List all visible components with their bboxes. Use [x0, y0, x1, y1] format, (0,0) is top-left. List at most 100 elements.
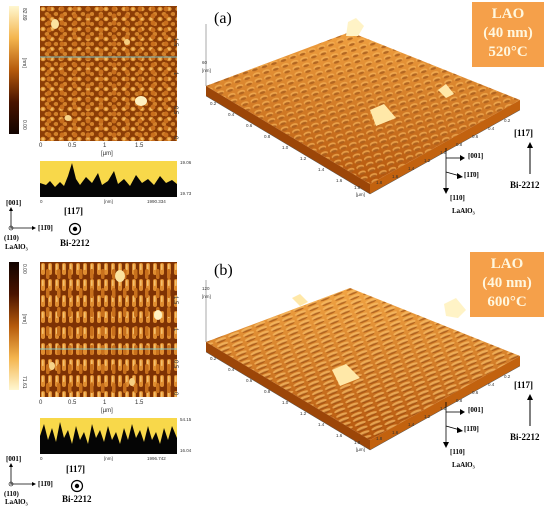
- badge-line-a-0: LAO: [491, 6, 525, 22]
- left-film-b: Bi-2212: [62, 494, 92, 504]
- y-tick-a-1: 1: [172, 72, 178, 76]
- x3d-tick-a-0: 0.2: [210, 101, 217, 106]
- x-tick-b-1: 0.5: [68, 400, 77, 406]
- left-film-a: Bi-2212: [60, 238, 90, 248]
- y3d-tick-a-5: 1.2: [424, 158, 431, 163]
- x3d-tick-b-1: 0.4: [228, 367, 235, 372]
- profile-x-left-a: 0: [40, 199, 43, 204]
- arrow-117-b-icon: [527, 394, 533, 426]
- colorbar-unit-b: [nm]: [21, 314, 27, 324]
- x-tick-a-1: 0.5: [68, 143, 77, 149]
- y3d-tick-a-7: 1.6: [392, 174, 399, 179]
- afm-3d-view-a: [205, 18, 521, 195]
- left-dot-117-b-icon: [70, 479, 84, 493]
- dir-117-a: [117]: [514, 128, 533, 138]
- sample-badge-b: LAO (40 nm) 600°C: [470, 252, 544, 317]
- substrate-axes-a-icon: [443, 148, 465, 194]
- colorbar-unit-a: [nm]: [21, 58, 27, 68]
- y-tick-a-2: 0.5: [172, 106, 178, 115]
- colorbar-top-label-a: 82.89: [21, 8, 27, 21]
- profile-x-mid-b: [nm]: [104, 456, 113, 461]
- left-dir-110-a: (110): [4, 234, 19, 242]
- afm-2d-image-b: [40, 262, 177, 397]
- left-substrate-b: LaAlO₃: [5, 498, 28, 506]
- colorbar-bottom-label-b: 71.61: [21, 376, 27, 389]
- y-tick-a-0: 1.5: [172, 38, 178, 47]
- x3d-tick-a-6: 1.4: [318, 167, 325, 172]
- x3d-tick-a-1: 0.4: [228, 112, 235, 117]
- y3d-tick-b-1: 0.4: [488, 382, 495, 387]
- left-dir-117-a: [117]: [64, 206, 83, 216]
- x3d-tick-a-8: 1.8: [354, 185, 361, 190]
- profile-right-bottom-a: 19.73: [180, 191, 192, 196]
- x-tick-b-3: 1.5: [135, 400, 144, 406]
- arrow-117-a-icon: [527, 142, 533, 174]
- left-dot-117-a-icon: [68, 222, 82, 236]
- sample-badge-a: LAO (40 nm) 520°C: [472, 2, 544, 67]
- z-val-b: 120: [202, 286, 210, 291]
- badge-line-b-0: LAO: [490, 256, 524, 272]
- x3d-tick-b-7: 1.6: [336, 433, 343, 438]
- badge-line-b-2: 600°C: [487, 294, 527, 310]
- y3d-tick-b-7: 1.6: [392, 430, 399, 435]
- profile-plot-a: [40, 161, 177, 197]
- y-tick-b-1: 1: [172, 328, 178, 332]
- y3d-tick-a-4: 1.0: [440, 150, 447, 155]
- x-tick-a-0: 0: [39, 143, 43, 149]
- profile-right-top-a: 19.06: [180, 160, 192, 165]
- y3d-tick-b-2: 0.6: [472, 390, 479, 395]
- x3d-tick-a-4: 1.0: [282, 145, 289, 150]
- y-tick-a-3: 0: [172, 136, 178, 140]
- y3d-tick-a-0: 0.2: [504, 118, 511, 123]
- substrate-b: LaAlO₃: [452, 461, 475, 469]
- dir-110-b: [110]: [450, 448, 465, 456]
- y-tick-b-2: 0.5: [172, 360, 178, 369]
- x3d-tick-b-8: 1.8: [354, 440, 361, 445]
- x-tick-b-0: 0: [39, 400, 43, 406]
- x3d-tick-b-3: 0.8: [264, 389, 271, 394]
- film-a: Bi-2212: [510, 180, 540, 190]
- substrate-a: LaAlO₃: [452, 207, 475, 215]
- badge-line-a-2: 520°C: [488, 44, 528, 60]
- colorbar-b: [9, 262, 19, 390]
- left-dir-001-b: [001]: [6, 455, 22, 463]
- dir-117-b: [117]: [514, 380, 533, 390]
- dir-1b10-a: [11̄0]: [464, 171, 479, 179]
- z-val-a: 60: [202, 60, 208, 65]
- y3d-tick-b-6: 1.4: [408, 422, 415, 427]
- left-dir-1b10-b: [11̄0]: [38, 480, 53, 488]
- y3d-tick-a-1: 0.4: [488, 126, 495, 131]
- colorbar-a: [9, 6, 19, 134]
- dir-1b10-b: [11̄0]: [464, 425, 479, 433]
- x3d-tick-b-4: 1.0: [282, 400, 289, 405]
- left-axes-b: [8, 463, 36, 487]
- colorbar-bottom-label-a: 0.00: [21, 120, 27, 130]
- colorbar-top-label-b: 0.00: [21, 264, 27, 274]
- y-tick-b-0: 1.5: [172, 296, 178, 305]
- x3d-tick-b-0: 0.2: [210, 356, 217, 361]
- badge-line-b-1: (40 nm): [482, 275, 532, 291]
- x3d-tick-a-7: 1.6: [336, 178, 343, 183]
- left-dir-001-a: [001]: [6, 199, 22, 207]
- x-tick-a-2: 1: [103, 143, 107, 149]
- unit3d-b: [µm]: [356, 447, 365, 452]
- left-dir-1b10-a: [11̄0]: [38, 224, 53, 232]
- x-unit-a: [µm]: [101, 151, 113, 157]
- profile-x-mid-a: [nm]: [104, 199, 113, 204]
- y3d-tick-b-3: 0.8: [456, 398, 463, 403]
- y3d-tick-a-6: 1.4: [408, 166, 415, 171]
- profile-plot-b: [40, 418, 177, 454]
- profile-x-right-b: 1996.742: [147, 456, 166, 461]
- badge-line-a-1: (40 nm): [483, 25, 533, 41]
- y3d-tick-b-8: 1.8: [376, 436, 383, 441]
- x3d-tick-a-5: 1.2: [300, 156, 307, 161]
- x-tick-b-2: 1: [103, 400, 107, 406]
- x3d-tick-b-2: 0.6: [246, 378, 253, 383]
- panel-label-a: (a): [214, 10, 232, 27]
- x-tick-a-3: 1.5: [135, 143, 144, 149]
- unit3d-a: [µm]: [356, 192, 365, 197]
- x3d-tick-b-6: 1.4: [318, 422, 325, 427]
- x3d-tick-b-5: 1.2: [300, 411, 307, 416]
- panel-label-b: (b): [214, 262, 233, 279]
- profile-right-top-b: 54.15: [180, 417, 192, 422]
